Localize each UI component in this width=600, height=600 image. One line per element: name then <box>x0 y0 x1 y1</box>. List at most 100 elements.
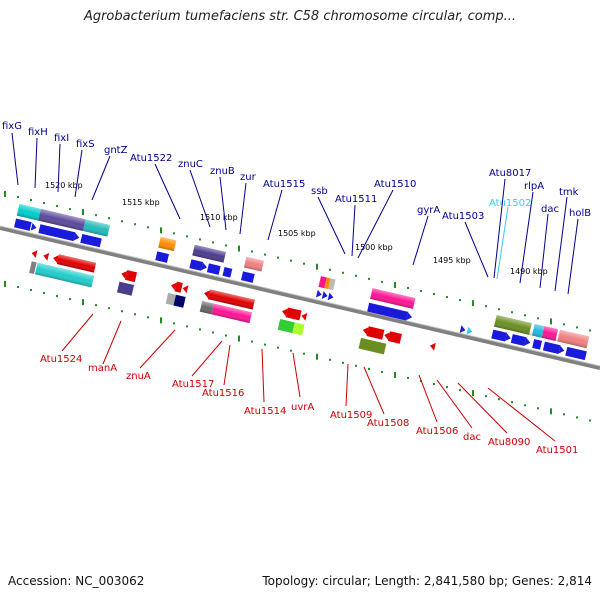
tick-mark <box>433 383 435 386</box>
kbp-label: 1505 kbp <box>278 229 316 238</box>
tick-mark <box>160 227 162 234</box>
gene-label: fixI <box>54 133 69 144</box>
cds-feature <box>387 331 402 344</box>
tick-mark <box>524 404 526 407</box>
tick-mark <box>498 398 500 401</box>
cds-feature <box>80 233 102 248</box>
cds-feature <box>285 307 302 321</box>
tick-mark <box>212 331 214 334</box>
gene-label: Atu1510 <box>374 179 416 190</box>
kbp-label: 1520 kbp <box>45 181 83 190</box>
tick-mark <box>4 280 6 287</box>
tick-mark <box>485 395 487 398</box>
tick-mark <box>82 209 84 216</box>
tick-mark <box>277 346 279 349</box>
tick-mark <box>329 268 331 271</box>
kbp-label: 1495 kbp <box>433 256 471 265</box>
cds-feature <box>240 271 255 283</box>
tick-mark <box>4 190 6 197</box>
tick-mark <box>459 299 461 302</box>
tick-mark <box>368 277 370 280</box>
cds-feature <box>206 263 221 275</box>
kbp-label: 1515 kbp <box>122 198 160 207</box>
tick-mark <box>43 202 45 205</box>
reverse-gene-labels: Atu1524 manA znuA Atu1517 Atu1516 Atu151… <box>40 313 578 456</box>
tick-mark <box>290 259 292 262</box>
kbp-label: 1500 kbp <box>355 243 393 252</box>
tick-mark <box>563 323 565 326</box>
tick-mark <box>199 328 201 331</box>
gene-feature <box>328 278 336 291</box>
tick-mark <box>225 244 227 247</box>
tick-mark <box>186 235 188 238</box>
gene-label: znuC <box>178 159 203 170</box>
tick-mark <box>134 313 136 316</box>
cds-feature <box>366 326 385 340</box>
gene-label: Atu1508 <box>367 418 409 429</box>
tick-mark <box>589 419 591 422</box>
tick-mark <box>147 226 149 229</box>
tick-mark <box>69 208 71 211</box>
cds-feature <box>491 329 507 342</box>
tick-mark <box>43 292 45 295</box>
tick-mark <box>17 285 19 288</box>
cds-feature <box>510 334 527 347</box>
tick-mark <box>420 290 422 292</box>
reverse-strand-features <box>29 249 436 355</box>
tick-mark <box>407 376 409 379</box>
tick-mark <box>394 281 396 288</box>
map-title: Agrobacterium tumefaciens str. C58 chrom… <box>83 9 517 24</box>
tick-mark <box>108 307 110 310</box>
kbp-label: 1490 kbp <box>510 267 548 276</box>
gene-feature <box>324 277 331 290</box>
tick-mark <box>485 305 487 308</box>
gene-label: uvrA <box>291 402 314 413</box>
tick-mark <box>355 274 357 277</box>
tick-mark <box>212 241 214 244</box>
cds-feature <box>189 259 204 271</box>
tick-mark <box>342 271 344 274</box>
tick-mark <box>511 401 513 404</box>
tick-mark <box>433 293 435 296</box>
tick-mark <box>368 367 370 370</box>
gene-label: znuA <box>126 371 151 382</box>
tick-mark <box>173 322 175 325</box>
gene-feature <box>29 261 37 275</box>
cds-feature <box>532 339 543 350</box>
gene-label: dac <box>463 432 481 443</box>
gene-label: Atu1511 <box>335 194 377 205</box>
tick-mark <box>381 280 383 283</box>
tick-mark <box>303 262 305 265</box>
tick-mark <box>134 223 136 226</box>
position-ticks <box>4 190 591 422</box>
gene-feature <box>358 337 387 355</box>
tick-mark <box>56 295 58 298</box>
tick-mark <box>17 195 19 198</box>
tick-mark <box>121 310 123 313</box>
gene-label: Atu8090 <box>488 437 530 448</box>
tick-mark <box>329 358 331 361</box>
cds-feature <box>542 341 561 354</box>
cds-feature <box>222 267 233 278</box>
cds-feature <box>38 224 76 242</box>
gene-label: Atu8017 <box>489 168 531 179</box>
tick-mark <box>563 413 565 416</box>
gene-label: rlpA <box>524 181 544 192</box>
tick-mark <box>160 317 162 324</box>
tick-mark <box>576 326 578 329</box>
tick-mark <box>576 416 578 419</box>
tick-mark <box>394 371 396 378</box>
tick-mark <box>225 334 227 337</box>
tick-mark <box>524 314 526 317</box>
tick-mark <box>147 316 149 319</box>
gene-label-highlighted: Atu1502 <box>489 198 531 209</box>
tick-mark <box>550 408 552 415</box>
tick-mark <box>173 232 175 235</box>
tick-mark <box>264 253 266 256</box>
gene-label: Atu1514 <box>244 406 286 417</box>
gene-label: Atu1522 <box>130 153 172 164</box>
tick-mark <box>511 311 513 314</box>
tick-mark <box>69 298 71 301</box>
tick-mark <box>238 245 240 252</box>
